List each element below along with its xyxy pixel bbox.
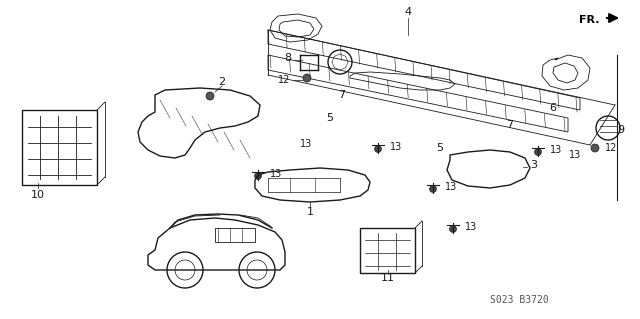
- Text: 7: 7: [339, 90, 346, 100]
- Text: 13: 13: [569, 150, 581, 160]
- Bar: [215, 228, 255, 242]
- Text: 4: 4: [404, 7, 412, 17]
- Text: 11: 11: [381, 273, 395, 283]
- Text: 5: 5: [326, 113, 333, 123]
- Text: 12: 12: [278, 75, 290, 85]
- Text: 13: 13: [550, 145, 563, 155]
- Circle shape: [449, 226, 456, 233]
- Text: 13: 13: [270, 169, 282, 179]
- Text: 13: 13: [445, 182, 457, 192]
- Text: 13: 13: [390, 142, 403, 152]
- Text: 13: 13: [300, 139, 312, 149]
- Circle shape: [303, 74, 311, 82]
- Text: 5: 5: [436, 143, 444, 153]
- Text: 6: 6: [550, 103, 557, 113]
- Circle shape: [374, 145, 381, 152]
- Circle shape: [206, 92, 214, 100]
- Text: 7: 7: [506, 120, 513, 130]
- Circle shape: [429, 186, 436, 192]
- Text: 10: 10: [31, 190, 45, 200]
- Circle shape: [591, 144, 599, 152]
- Bar: [22, 110, 97, 185]
- Circle shape: [255, 173, 262, 180]
- Text: FR.: FR.: [579, 15, 600, 25]
- Circle shape: [534, 149, 541, 155]
- Text: 1: 1: [307, 207, 314, 217]
- Text: 3: 3: [530, 160, 537, 170]
- Bar: [360, 228, 415, 273]
- Text: 2: 2: [218, 77, 225, 87]
- Text: 13: 13: [465, 222, 477, 232]
- Text: 8: 8: [284, 53, 292, 63]
- Text: S023 B3720: S023 B3720: [490, 295, 548, 305]
- Text: 12: 12: [605, 143, 618, 153]
- Text: 9: 9: [617, 125, 624, 135]
